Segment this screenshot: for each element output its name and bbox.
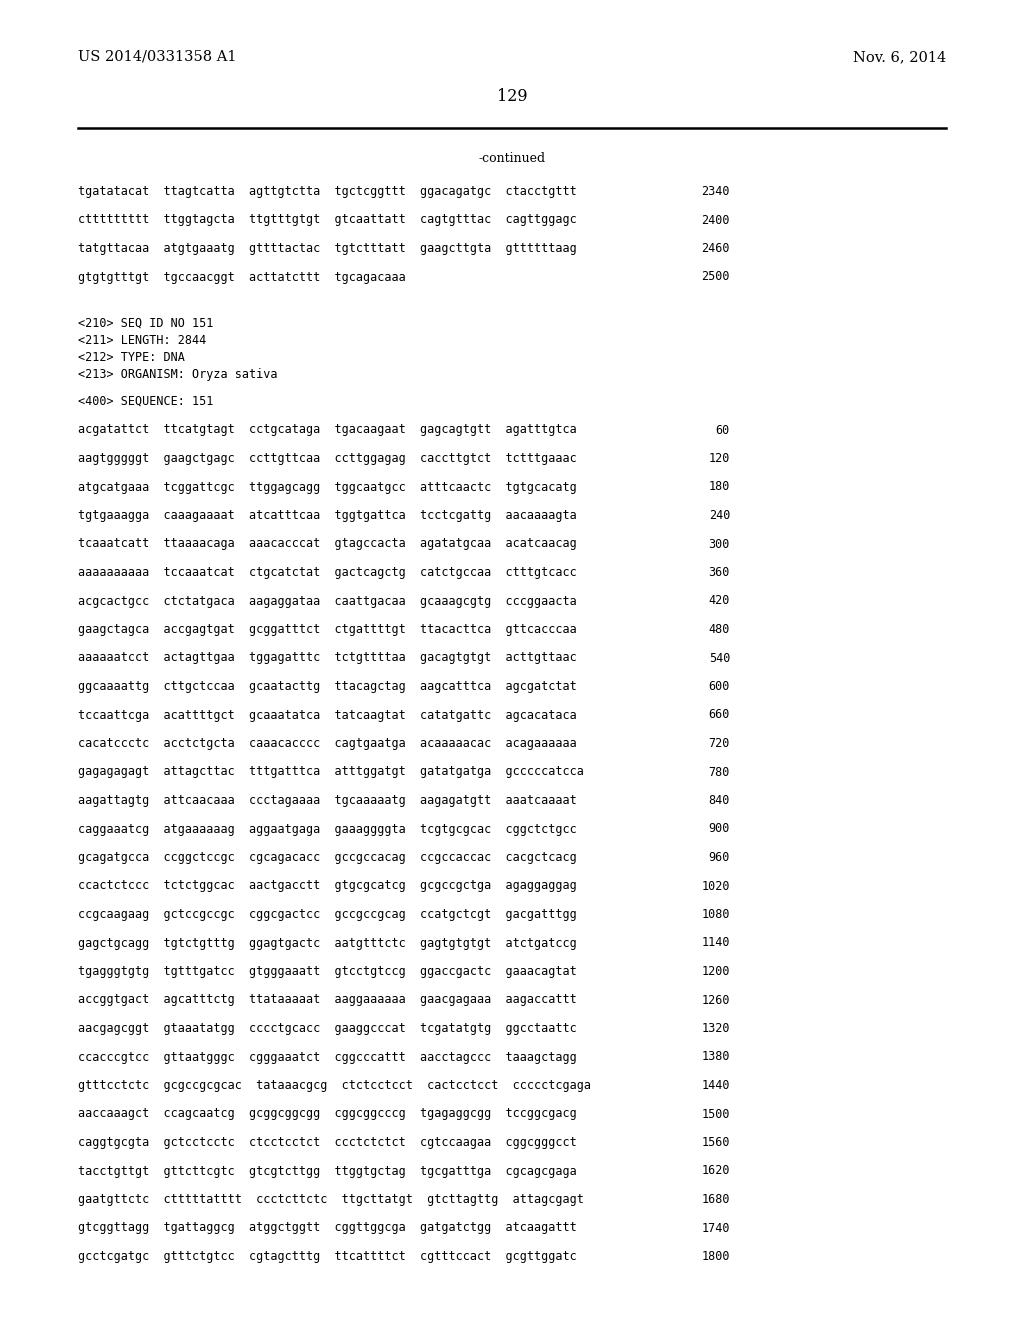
- Text: accggtgact  agcatttctg  ttataaaaat  aaggaaaaaa  gaacgagaaa  aagaccattt: accggtgact agcatttctg ttataaaaat aaggaaa…: [78, 994, 577, 1006]
- Text: 480: 480: [709, 623, 730, 636]
- Text: tgatatacat  ttagtcatta  agttgtctta  tgctcggttt  ggacagatgc  ctacctgttt: tgatatacat ttagtcatta agttgtctta tgctcgg…: [78, 185, 577, 198]
- Text: 129: 129: [497, 88, 527, 106]
- Text: tgtgaaagga  caaagaaaat  atcatttcaa  tggtgattca  tcctcgattg  aacaaaagta: tgtgaaagga caaagaaaat atcatttcaa tggtgat…: [78, 510, 577, 521]
- Text: ccacccgtcc  gttaatgggc  cgggaaatct  cggcccattt  aacctagccc  taaagctagg: ccacccgtcc gttaatgggc cgggaaatct cggccca…: [78, 1051, 577, 1064]
- Text: acgatattct  ttcatgtagt  cctgcataga  tgacaagaat  gagcagtgtt  agatttgtca: acgatattct ttcatgtagt cctgcataga tgacaag…: [78, 424, 577, 437]
- Text: 720: 720: [709, 737, 730, 750]
- Text: 1800: 1800: [701, 1250, 730, 1263]
- Text: US 2014/0331358 A1: US 2014/0331358 A1: [78, 50, 237, 63]
- Text: <212> TYPE: DNA: <212> TYPE: DNA: [78, 351, 185, 364]
- Text: 1020: 1020: [701, 879, 730, 892]
- Text: 1440: 1440: [701, 1078, 730, 1092]
- Text: 1080: 1080: [701, 908, 730, 921]
- Text: gtttcctctc  gcgccgcgcac  tataaacgcg  ctctcctcct  cactcctcct  ccccctcgaga: gtttcctctc gcgccgcgcac tataaacgcg ctctcc…: [78, 1078, 591, 1092]
- Text: 2340: 2340: [701, 185, 730, 198]
- Text: ccgcaagaag  gctccgccgc  cggcgactcc  gccgccgcag  ccatgctcgt  gacgatttgg: ccgcaagaag gctccgccgc cggcgactcc gccgccg…: [78, 908, 577, 921]
- Text: 2400: 2400: [701, 214, 730, 227]
- Text: gaatgttctc  ctttttatttt  ccctcttctc  ttgcttatgt  gtcttagttg  attagcgagt: gaatgttctc ctttttatttt ccctcttctc ttgctt…: [78, 1193, 584, 1206]
- Text: 1620: 1620: [701, 1164, 730, 1177]
- Text: 1740: 1740: [701, 1221, 730, 1234]
- Text: caggtgcgta  gctcctcctc  ctcctcctct  ccctctctct  cgtccaagaa  cggcgggcct: caggtgcgta gctcctcctc ctcctcctct ccctctc…: [78, 1137, 577, 1148]
- Text: 1680: 1680: [701, 1193, 730, 1206]
- Text: <400> SEQUENCE: 151: <400> SEQUENCE: 151: [78, 395, 213, 408]
- Text: <213> ORGANISM: Oryza sativa: <213> ORGANISM: Oryza sativa: [78, 368, 278, 381]
- Text: 180: 180: [709, 480, 730, 494]
- Text: gagctgcagg  tgtctgtttg  ggagtgactc  aatgtttctc  gagtgtgtgt  atctgatccg: gagctgcagg tgtctgtttg ggagtgactc aatgttt…: [78, 936, 577, 949]
- Text: gcctcgatgc  gtttctgtcc  cgtagctttg  ttcattttct  cgtttccact  gcgttggatc: gcctcgatgc gtttctgtcc cgtagctttg ttcattt…: [78, 1250, 577, 1263]
- Text: aacgagcggt  gtaaatatgg  cccctgcacc  gaaggcccat  tcgatatgtg  ggcctaattc: aacgagcggt gtaaatatgg cccctgcacc gaaggcc…: [78, 1022, 577, 1035]
- Text: aagattagtg  attcaacaaa  ccctagaaaa  tgcaaaaatg  aagagatgtt  aaatcaaaat: aagattagtg attcaacaaa ccctagaaaa tgcaaaa…: [78, 795, 577, 807]
- Text: cttttttttt  ttggtagcta  ttgtttgtgt  gtcaattatt  cagtgtttac  cagttggagc: cttttttttt ttggtagcta ttgtttgtgt gtcaatt…: [78, 214, 577, 227]
- Text: -continued: -continued: [478, 152, 546, 165]
- Text: 1560: 1560: [701, 1137, 730, 1148]
- Text: 120: 120: [709, 451, 730, 465]
- Text: ggcaaaattg  cttgctccaa  gcaatacttg  ttacagctag  aagcatttca  agcgatctat: ggcaaaattg cttgctccaa gcaatacttg ttacagc…: [78, 680, 577, 693]
- Text: tcaaatcatt  ttaaaacaga  aaacacccat  gtagccacta  agatatgcaa  acatcaacag: tcaaatcatt ttaaaacaga aaacacccat gtagcca…: [78, 537, 577, 550]
- Text: gtgtgtttgt  tgccaacggt  acttatcttt  tgcagacaaa: gtgtgtttgt tgccaacggt acttatcttt tgcagac…: [78, 271, 406, 284]
- Text: gagagagagt  attagcttac  tttgatttca  atttggatgt  gatatgatga  gcccccatcca: gagagagagt attagcttac tttgatttca atttgga…: [78, 766, 584, 779]
- Text: 960: 960: [709, 851, 730, 865]
- Text: gtcggttagg  tgattaggcg  atggctggtt  cggttggcga  gatgatctgg  atcaagattt: gtcggttagg tgattaggcg atggctggtt cggttgg…: [78, 1221, 577, 1234]
- Text: 1500: 1500: [701, 1107, 730, 1121]
- Text: aaaaaaaaaa  tccaaatcat  ctgcatctat  gactcagctg  catctgccaa  ctttgtcacc: aaaaaaaaaa tccaaatcat ctgcatctat gactcag…: [78, 566, 577, 579]
- Text: gaagctagca  accgagtgat  gcggatttct  ctgattttgt  ttacacttca  gttcacccaa: gaagctagca accgagtgat gcggatttct ctgattt…: [78, 623, 577, 636]
- Text: 1260: 1260: [701, 994, 730, 1006]
- Text: 600: 600: [709, 680, 730, 693]
- Text: tccaattcga  acattttgct  gcaaatatca  tatcaagtat  catatgattc  agcacataca: tccaattcga acattttgct gcaaatatca tatcaag…: [78, 709, 577, 722]
- Text: gcagatgcca  ccggctccgc  cgcagacacc  gccgccacag  ccgccaccac  cacgctcacg: gcagatgcca ccggctccgc cgcagacacc gccgcca…: [78, 851, 577, 865]
- Text: 60: 60: [716, 424, 730, 437]
- Text: tgagggtgtg  tgtttgatcc  gtgggaaatt  gtcctgtccg  ggaccgactc  gaaacagtat: tgagggtgtg tgtttgatcc gtgggaaatt gtcctgt…: [78, 965, 577, 978]
- Text: 840: 840: [709, 795, 730, 807]
- Text: <210> SEQ ID NO 151: <210> SEQ ID NO 151: [78, 317, 213, 330]
- Text: aaccaaagct  ccagcaatcg  gcggcggcgg  cggcggcccg  tgagaggcgg  tccggcgacg: aaccaaagct ccagcaatcg gcggcggcgg cggcggc…: [78, 1107, 577, 1121]
- Text: Nov. 6, 2014: Nov. 6, 2014: [853, 50, 946, 63]
- Text: 300: 300: [709, 537, 730, 550]
- Text: ccactctccc  tctctggcac  aactgacctt  gtgcgcatcg  gcgccgctga  agaggaggag: ccactctccc tctctggcac aactgacctt gtgcgca…: [78, 879, 577, 892]
- Text: tatgttacaa  atgtgaaatg  gttttactac  tgtctttatt  gaagcttgta  gttttttaag: tatgttacaa atgtgaaatg gttttactac tgtcttt…: [78, 242, 577, 255]
- Text: 1380: 1380: [701, 1051, 730, 1064]
- Text: atgcatgaaa  tcggattcgc  ttggagcagg  tggcaatgcc  atttcaactc  tgtgcacatg: atgcatgaaa tcggattcgc ttggagcagg tggcaat…: [78, 480, 577, 494]
- Text: 660: 660: [709, 709, 730, 722]
- Text: aaaaaatcct  actagttgaa  tggagatttc  tctgttttaa  gacagtgtgt  acttgttaac: aaaaaatcct actagttgaa tggagatttc tctgttt…: [78, 652, 577, 664]
- Text: aagtgggggt  gaagctgagc  ccttgttcaa  ccttggagag  caccttgtct  tctttgaaac: aagtgggggt gaagctgagc ccttgttcaa ccttgga…: [78, 451, 577, 465]
- Text: caggaaatcg  atgaaaaaag  aggaatgaga  gaaaggggta  tcgtgcgcac  cggctctgcc: caggaaatcg atgaaaaaag aggaatgaga gaaaggg…: [78, 822, 577, 836]
- Text: 2460: 2460: [701, 242, 730, 255]
- Text: 360: 360: [709, 566, 730, 579]
- Text: 1320: 1320: [701, 1022, 730, 1035]
- Text: 780: 780: [709, 766, 730, 779]
- Text: tacctgttgt  gttcttcgtc  gtcgtcttgg  ttggtgctag  tgcgatttga  cgcagcgaga: tacctgttgt gttcttcgtc gtcgtcttgg ttggtgc…: [78, 1164, 577, 1177]
- Text: 240: 240: [709, 510, 730, 521]
- Text: 900: 900: [709, 822, 730, 836]
- Text: 2500: 2500: [701, 271, 730, 284]
- Text: 1200: 1200: [701, 965, 730, 978]
- Text: 1140: 1140: [701, 936, 730, 949]
- Text: <211> LENGTH: 2844: <211> LENGTH: 2844: [78, 334, 206, 347]
- Text: cacatccctc  acctctgcta  caaacacccc  cagtgaatga  acaaaaacac  acagaaaaaa: cacatccctc acctctgcta caaacacccc cagtgaa…: [78, 737, 577, 750]
- Text: 540: 540: [709, 652, 730, 664]
- Text: acgcactgcc  ctctatgaca  aagaggataa  caattgacaa  gcaaagcgtg  cccggaacta: acgcactgcc ctctatgaca aagaggataa caattga…: [78, 594, 577, 607]
- Text: 420: 420: [709, 594, 730, 607]
